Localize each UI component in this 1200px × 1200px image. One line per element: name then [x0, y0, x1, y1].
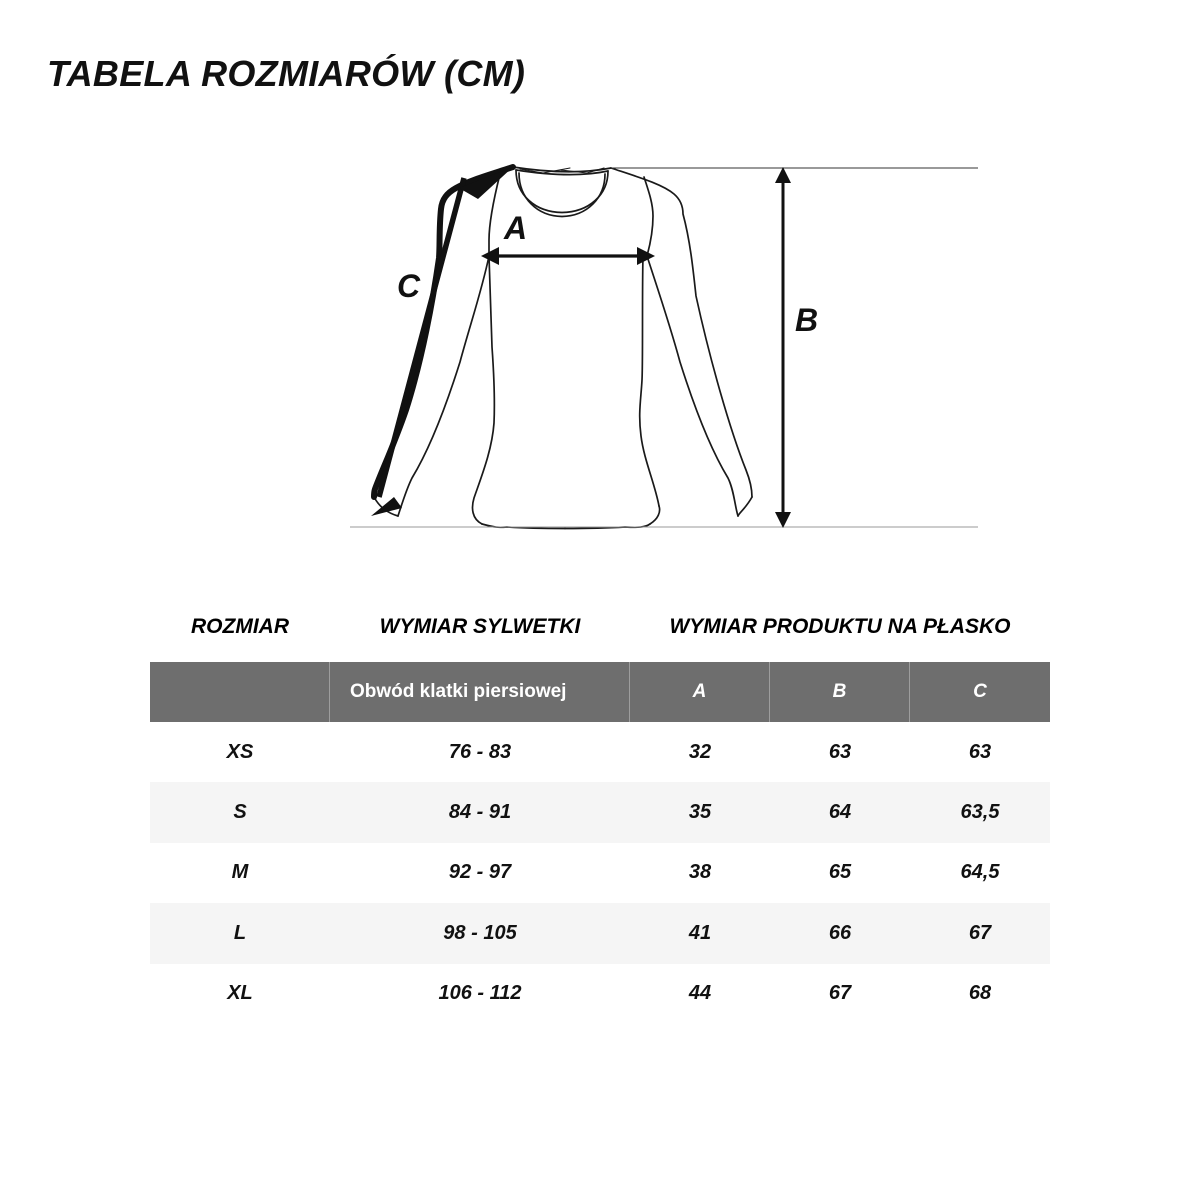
svg-text:A: A [503, 210, 527, 246]
svg-text:B: B [795, 302, 818, 338]
svg-text:C: C [397, 268, 421, 304]
